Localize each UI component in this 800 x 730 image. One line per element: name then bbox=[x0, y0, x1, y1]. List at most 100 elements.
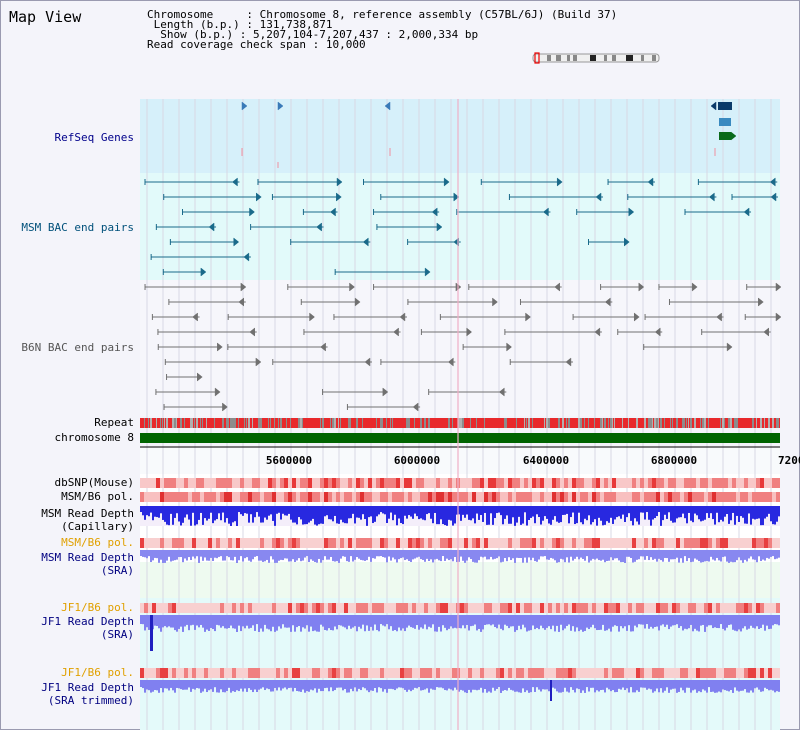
depth-bar bbox=[446, 680, 448, 691]
depth-bar bbox=[574, 550, 576, 559]
heat-cell bbox=[508, 478, 512, 488]
depth-bar bbox=[570, 680, 572, 688]
depth-bar bbox=[240, 550, 242, 557]
depth-bar bbox=[662, 550, 664, 562]
depth-bar bbox=[424, 680, 426, 690]
heat-cell bbox=[448, 478, 452, 488]
heat-cell bbox=[196, 478, 200, 488]
depth-bar bbox=[196, 550, 198, 557]
depth-bar bbox=[450, 506, 452, 521]
repeat-segment bbox=[206, 418, 207, 428]
depth-bar bbox=[596, 680, 598, 691]
heat-cell bbox=[408, 538, 412, 548]
depth-bar bbox=[702, 615, 704, 625]
depth-bar bbox=[740, 615, 742, 632]
repeat-segment bbox=[608, 418, 609, 428]
heat-cell bbox=[660, 668, 664, 678]
depth-bar bbox=[188, 680, 190, 688]
depth-bar bbox=[734, 680, 736, 688]
bac-end-arrow bbox=[624, 237, 630, 247]
depth-bar bbox=[768, 615, 770, 630]
repeat-segment bbox=[728, 418, 730, 428]
depth-bar bbox=[658, 506, 660, 513]
depth-bar bbox=[554, 506, 556, 517]
heat-cell bbox=[496, 668, 500, 678]
heat-cell bbox=[168, 492, 172, 502]
depth-bar bbox=[480, 506, 482, 516]
depth-bar bbox=[666, 550, 668, 559]
msm-bac-track[interactable] bbox=[144, 177, 778, 277]
depth-bar bbox=[518, 506, 520, 517]
depth-bar bbox=[506, 680, 508, 691]
chromosome-ideogram[interactable] bbox=[532, 52, 660, 64]
heat-cell bbox=[644, 492, 648, 502]
depth-bar bbox=[280, 615, 282, 629]
depth-bar bbox=[192, 550, 194, 557]
depth-bar bbox=[454, 506, 456, 524]
depth-bar bbox=[242, 615, 244, 627]
depth-bar bbox=[144, 506, 146, 520]
heat-cell bbox=[416, 538, 420, 548]
depth-bar bbox=[318, 680, 320, 689]
heat-cell bbox=[328, 478, 332, 488]
depth-bar bbox=[676, 680, 678, 693]
depth-bar bbox=[272, 680, 274, 692]
depth-bar bbox=[710, 680, 712, 692]
depth-bar bbox=[530, 680, 532, 693]
heat-cell bbox=[172, 538, 176, 548]
depth-bar bbox=[714, 550, 716, 561]
msm-depth-cap-label-2: (Capillary) bbox=[61, 520, 134, 533]
repeat-segment bbox=[670, 418, 671, 428]
depth-bar bbox=[272, 550, 274, 560]
depth-bar bbox=[488, 506, 490, 525]
depth-bar bbox=[160, 550, 162, 560]
heat-cell bbox=[400, 603, 404, 613]
jf1-depth-sra-label-1: JF1 Read Depth bbox=[41, 615, 134, 628]
depth-bar bbox=[598, 550, 600, 561]
depth-bar bbox=[672, 680, 674, 689]
depth-bar bbox=[532, 506, 534, 517]
chromosome-label-track: chromosome 8 bbox=[54, 431, 134, 444]
depth-bar bbox=[450, 550, 452, 560]
heat-cell bbox=[648, 492, 652, 502]
depth-bar bbox=[288, 506, 290, 514]
axis-bg bbox=[140, 446, 780, 474]
repeat-segment bbox=[148, 418, 149, 428]
depth-bar bbox=[744, 550, 746, 560]
depth-bar bbox=[308, 615, 310, 632]
heat-cell bbox=[364, 492, 368, 502]
depth-bar bbox=[418, 615, 420, 630]
heat-cell bbox=[140, 538, 144, 548]
b6n-bac-track[interactable] bbox=[144, 282, 782, 412]
refseq-genes-track[interactable] bbox=[241, 101, 737, 168]
depth-bar bbox=[584, 550, 586, 561]
msm-depth-sra-label-2: (SRA) bbox=[100, 564, 134, 577]
heat-cell bbox=[404, 668, 408, 678]
bac-end-arrow bbox=[770, 192, 777, 202]
jf1-b6-pol-label-2: JF1/B6 pol. bbox=[61, 666, 134, 679]
bac-end-arrow bbox=[443, 177, 450, 187]
heat-cell bbox=[580, 492, 584, 502]
heat-cell bbox=[712, 478, 716, 488]
length-value: 131,738,871 bbox=[259, 18, 333, 31]
depth-bar bbox=[264, 680, 266, 691]
depth-bar bbox=[410, 550, 412, 562]
heat-cell bbox=[412, 603, 416, 613]
heat-cell bbox=[724, 668, 728, 678]
depth-bar bbox=[392, 615, 394, 631]
length-label: Length (b.p.) bbox=[153, 18, 240, 31]
repeat-segment bbox=[246, 418, 247, 428]
depth-bar bbox=[520, 506, 522, 525]
heat-cell bbox=[276, 668, 280, 678]
depth-bar bbox=[718, 615, 720, 629]
heat-cell bbox=[256, 478, 260, 488]
depth-bar bbox=[724, 550, 726, 557]
heat-cell bbox=[296, 603, 300, 613]
chromosome-bar bbox=[140, 433, 780, 443]
depth-bar bbox=[410, 506, 412, 517]
repeat-segment bbox=[382, 418, 383, 428]
repeat-segment bbox=[752, 418, 754, 428]
depth-bar bbox=[208, 506, 210, 519]
bac-end-arrow bbox=[554, 282, 560, 292]
